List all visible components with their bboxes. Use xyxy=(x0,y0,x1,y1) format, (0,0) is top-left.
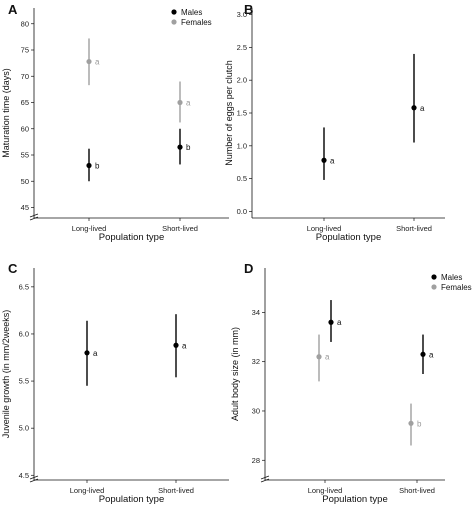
significance-letter: a xyxy=(93,349,98,358)
data-point xyxy=(173,342,179,348)
significance-letter: a xyxy=(186,99,191,108)
x-tick-label: Short-lived xyxy=(399,486,435,495)
y-tick-label: 34 xyxy=(252,308,260,317)
y-tick-label: 2.5 xyxy=(237,43,247,52)
legend-marker xyxy=(171,9,177,15)
panel-a: A 45 50 55 60 65 70 75 80 Long-lived Short-livedPo… xyxy=(1,2,229,243)
axis-break-mark xyxy=(29,478,39,483)
significance-letter: a xyxy=(337,318,342,327)
significance-letter: a xyxy=(330,156,335,165)
y-tick-label: 55 xyxy=(21,151,29,160)
data-point xyxy=(86,58,92,65)
y-axis-title: Adult body size (in mm) xyxy=(230,327,240,421)
y-tick-label: 3.0 xyxy=(237,10,247,19)
x-tick-label: Short-lived xyxy=(162,224,198,233)
y-tick-label: 0.5 xyxy=(237,174,247,183)
axis-break-mark xyxy=(260,475,270,480)
data-point xyxy=(321,157,327,163)
x-axis-title: Population type xyxy=(322,494,388,505)
significance-letter: b xyxy=(186,143,191,152)
axis-break-mark xyxy=(260,478,270,483)
data-point xyxy=(420,351,426,357)
legend-label: Males xyxy=(181,8,202,17)
significance-letter: b xyxy=(95,162,100,171)
legend-label: Females xyxy=(441,283,472,292)
y-tick-label: 32 xyxy=(252,357,260,366)
y-axis-title: Juvenile growth (in mm/2weeks) xyxy=(1,310,11,439)
x-tick-label: Long-lived xyxy=(307,224,342,233)
panel-letter: C xyxy=(8,261,18,276)
panel-letter: B xyxy=(244,2,253,17)
legend-marker xyxy=(431,284,437,290)
x-tick-label: Long-lived xyxy=(72,224,107,233)
y-tick-label: 2.0 xyxy=(237,76,247,85)
data-point xyxy=(86,162,92,169)
data-point xyxy=(84,350,90,356)
y-tick-label: 5.5 xyxy=(19,377,29,386)
significance-letter: a xyxy=(429,350,434,359)
x-tick-label: Short-lived xyxy=(158,486,194,495)
significance-letter: a xyxy=(325,353,330,362)
y-tick-label: 30 xyxy=(252,406,260,415)
y-tick-label: 75 xyxy=(21,46,29,55)
x-tick-label: Long-lived xyxy=(70,486,105,495)
panel-c: C 4.5 5.0 5.5 6.0 6.5 Long-lived Short-livedPop… xyxy=(1,261,229,505)
significance-letter: a xyxy=(420,104,425,113)
y-tick-label: 65 xyxy=(21,98,29,107)
significance-letter: a xyxy=(182,341,187,350)
legend-label: Females xyxy=(181,18,212,27)
data-point xyxy=(408,420,414,426)
y-tick-label: 6.0 xyxy=(19,329,29,338)
y-tick-label: 50 xyxy=(21,177,29,186)
data-point xyxy=(177,99,183,106)
y-tick-label: 70 xyxy=(21,72,29,81)
data-point xyxy=(411,105,417,111)
panel-letter: A xyxy=(8,2,18,17)
axis-break-mark xyxy=(29,216,39,221)
x-axis-title: Population type xyxy=(316,232,382,243)
y-tick-label: 45 xyxy=(21,203,29,212)
y-tick-label: 28 xyxy=(252,456,260,465)
y-tick-label: 5.0 xyxy=(19,424,29,433)
significance-letter: a xyxy=(95,58,100,67)
data-point xyxy=(177,144,183,150)
x-axis-title: Population type xyxy=(99,494,165,505)
y-tick-label: 4.5 xyxy=(19,471,29,480)
y-tick-label: 6.5 xyxy=(19,282,29,291)
y-axis-title: Maturation time (days) xyxy=(1,68,11,158)
y-tick-label: 80 xyxy=(21,19,29,28)
data-point xyxy=(328,319,334,325)
x-axis-title: Population type xyxy=(99,232,165,243)
y-tick-label: 1.0 xyxy=(237,141,247,150)
y-tick-label: 1.5 xyxy=(237,109,247,118)
x-tick-label: Short-lived xyxy=(396,224,432,233)
axis-break-mark xyxy=(29,213,39,218)
y-tick-label: 0.0 xyxy=(237,207,247,216)
x-tick-label: Long-lived xyxy=(308,486,343,495)
panel-d: D 28 30 32 34 Long-lived Short-lived Population… xyxy=(230,261,472,505)
axis-break-mark xyxy=(29,475,39,480)
y-tick-label: 60 xyxy=(21,124,29,133)
y-axis-title: Number of eggs per clutch xyxy=(224,60,234,166)
panel-letter: D xyxy=(244,261,253,276)
panel-b: B 0.0 0.5 1.0 1.5 2.0 2.5 3.0 Long-lived Short-li… xyxy=(224,2,445,243)
legend-marker xyxy=(171,19,177,25)
legend-marker xyxy=(431,274,437,280)
legend-label: Males xyxy=(441,273,462,282)
data-point xyxy=(316,354,322,360)
significance-letter: b xyxy=(417,419,422,428)
